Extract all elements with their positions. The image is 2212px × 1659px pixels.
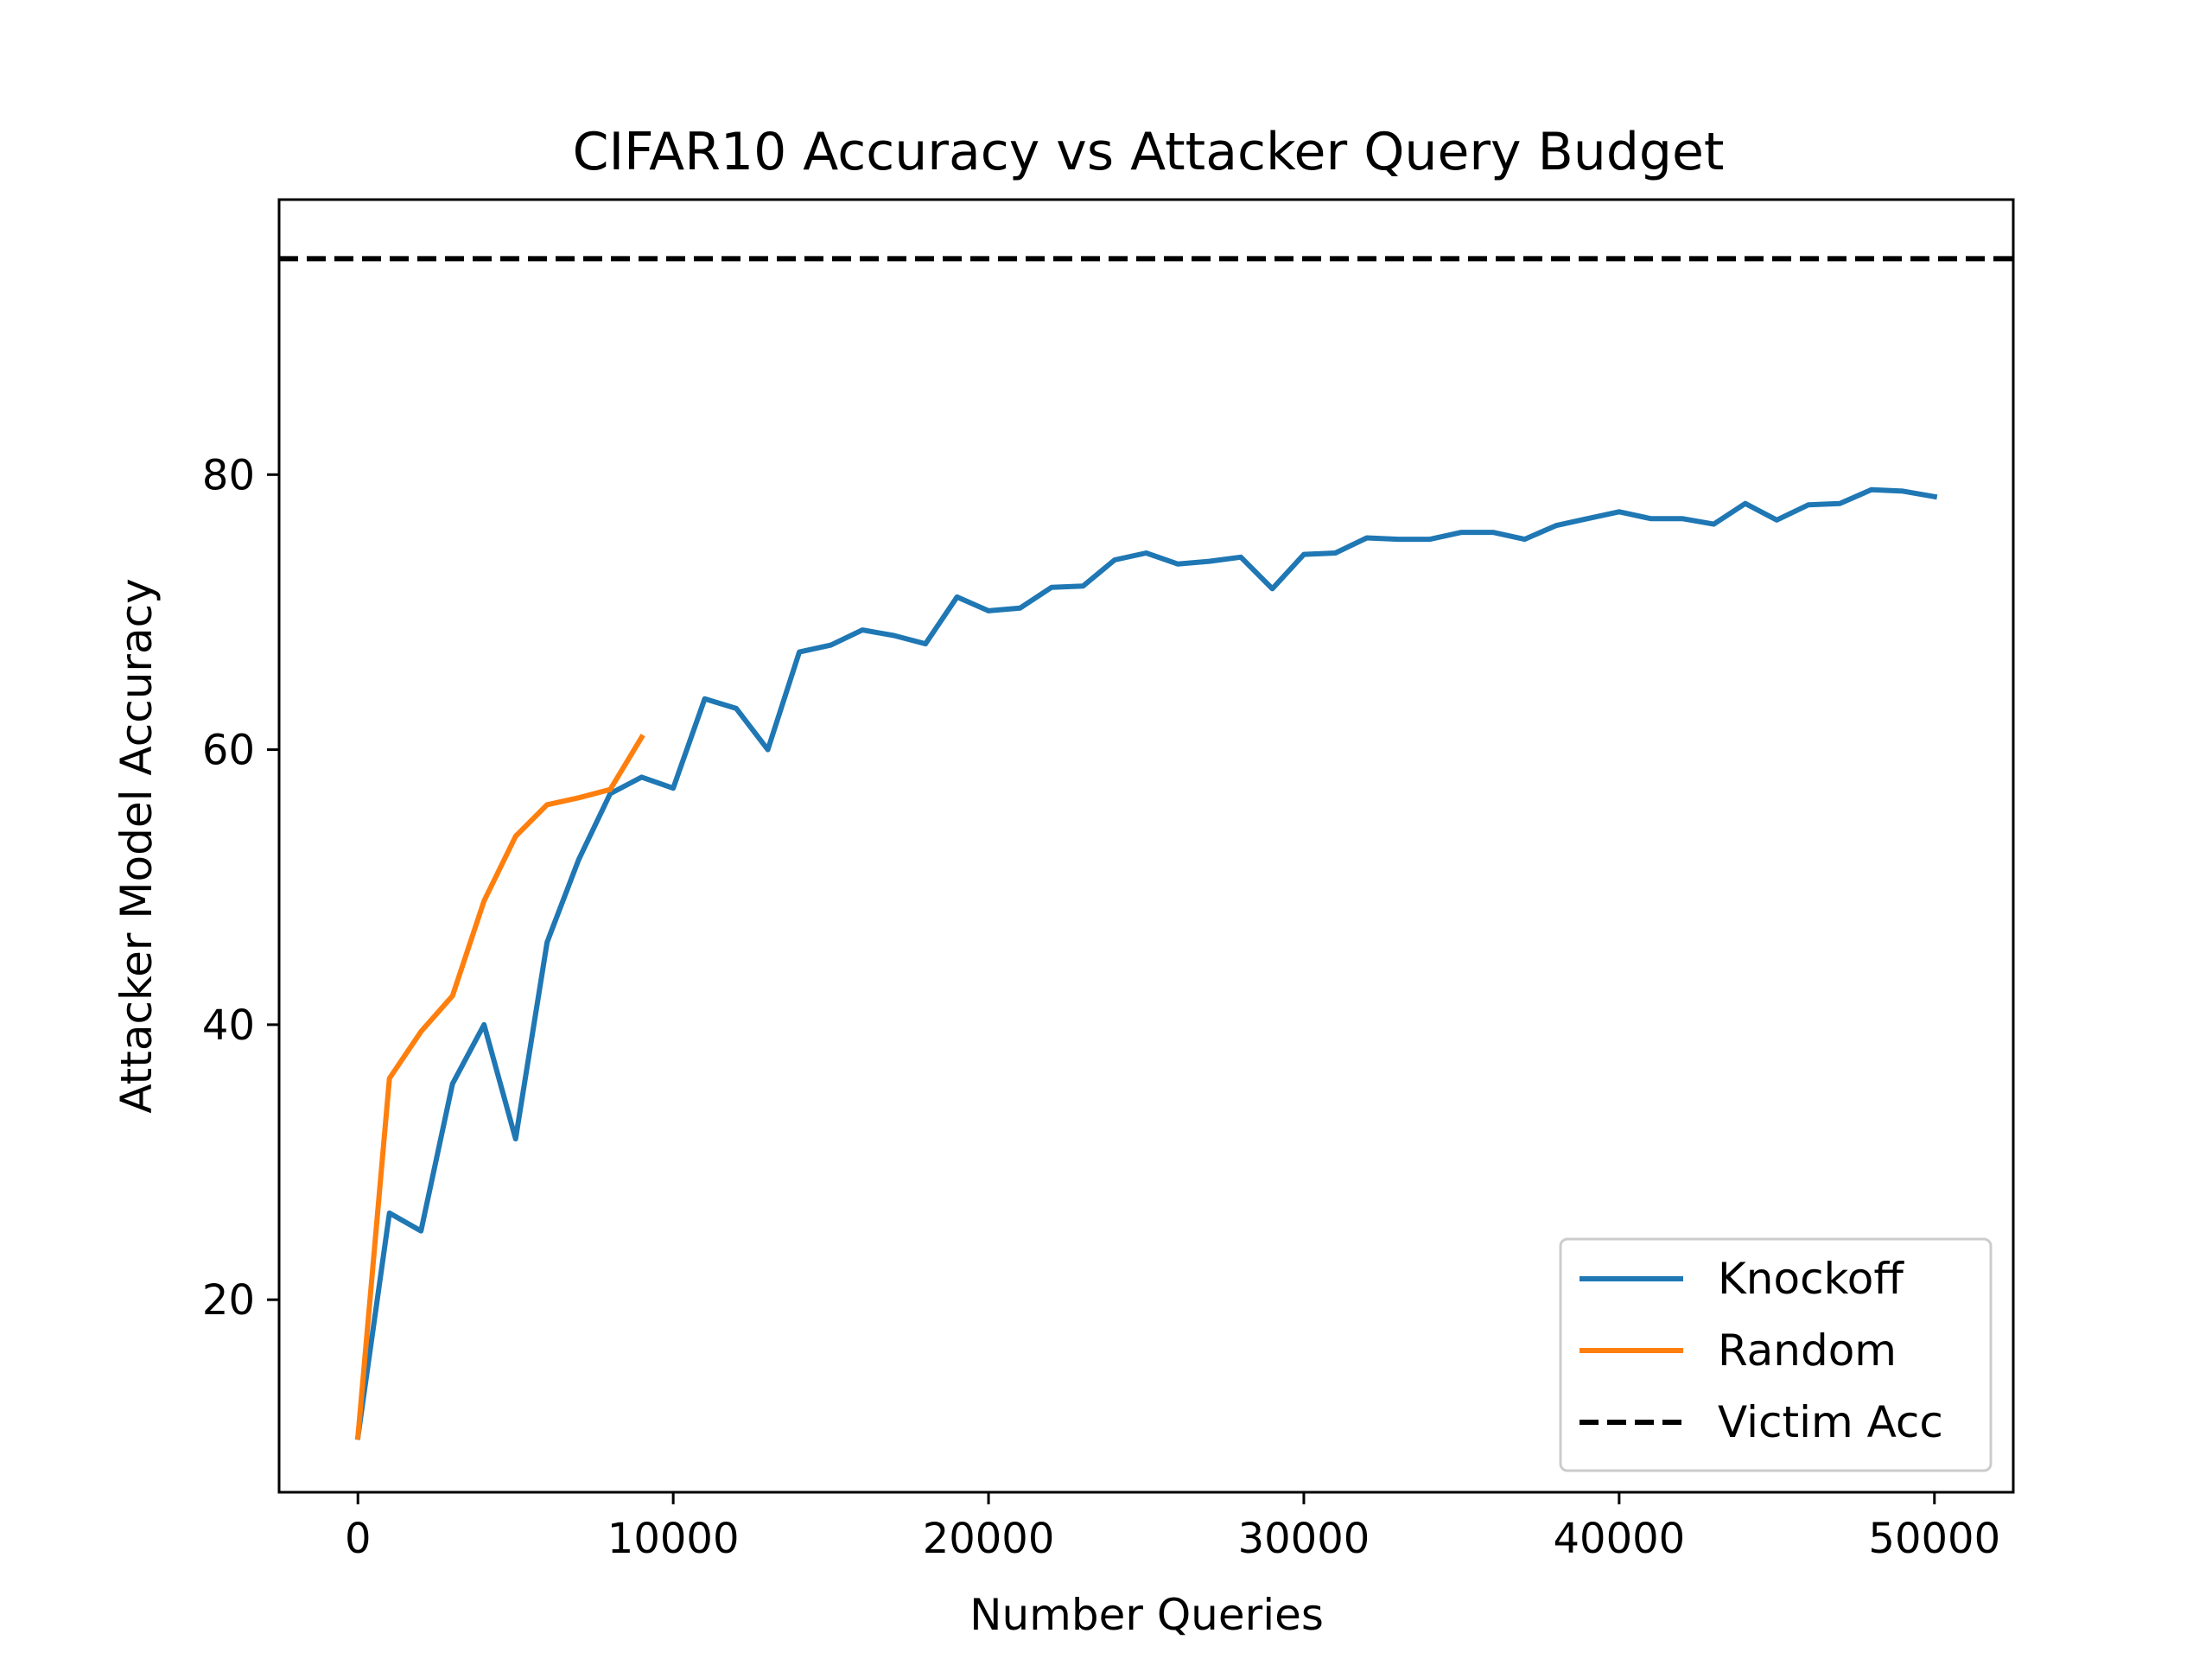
series-line-random xyxy=(354,734,645,1440)
x-tick-label: 50000 xyxy=(1868,1515,2000,1563)
series-line-knockoff xyxy=(354,486,1938,1440)
x-axis-ticks: 0 10000 20000 30000 40000 50000 xyxy=(345,1492,2000,1563)
x-tick-label: 10000 xyxy=(607,1515,740,1563)
legend-label-random: Random xyxy=(1718,1325,1897,1376)
y-tick-label: 80 xyxy=(202,451,255,499)
plot-area xyxy=(279,256,2013,1440)
x-axis-label: Number Queries xyxy=(969,1590,1324,1640)
x-tick-label: 30000 xyxy=(1238,1515,1370,1563)
legend-label-knockoff: Knockoff xyxy=(1718,1254,1904,1304)
y-tick-label: 40 xyxy=(202,1001,255,1050)
legend-label-victim-acc: Victim Acc xyxy=(1718,1397,1943,1447)
legend-box xyxy=(1559,1237,1993,1472)
x-tick-label: 20000 xyxy=(923,1515,1055,1563)
x-tick-label: 40000 xyxy=(1554,1515,1686,1563)
y-axis-ticks: 20 40 60 80 xyxy=(202,451,279,1325)
chart-title: CIFAR10 Accuracy vs Attacker Query Budge… xyxy=(573,122,1725,182)
y-tick-label: 60 xyxy=(202,727,255,775)
y-axis-label: Attacker Model Accuracy xyxy=(111,578,162,1113)
x-tick-label: 0 xyxy=(345,1515,372,1563)
legend: Knockoff Random Victim Acc xyxy=(1559,1237,1993,1472)
axes-frame xyxy=(277,198,2015,1494)
y-tick-label: 20 xyxy=(202,1276,255,1325)
